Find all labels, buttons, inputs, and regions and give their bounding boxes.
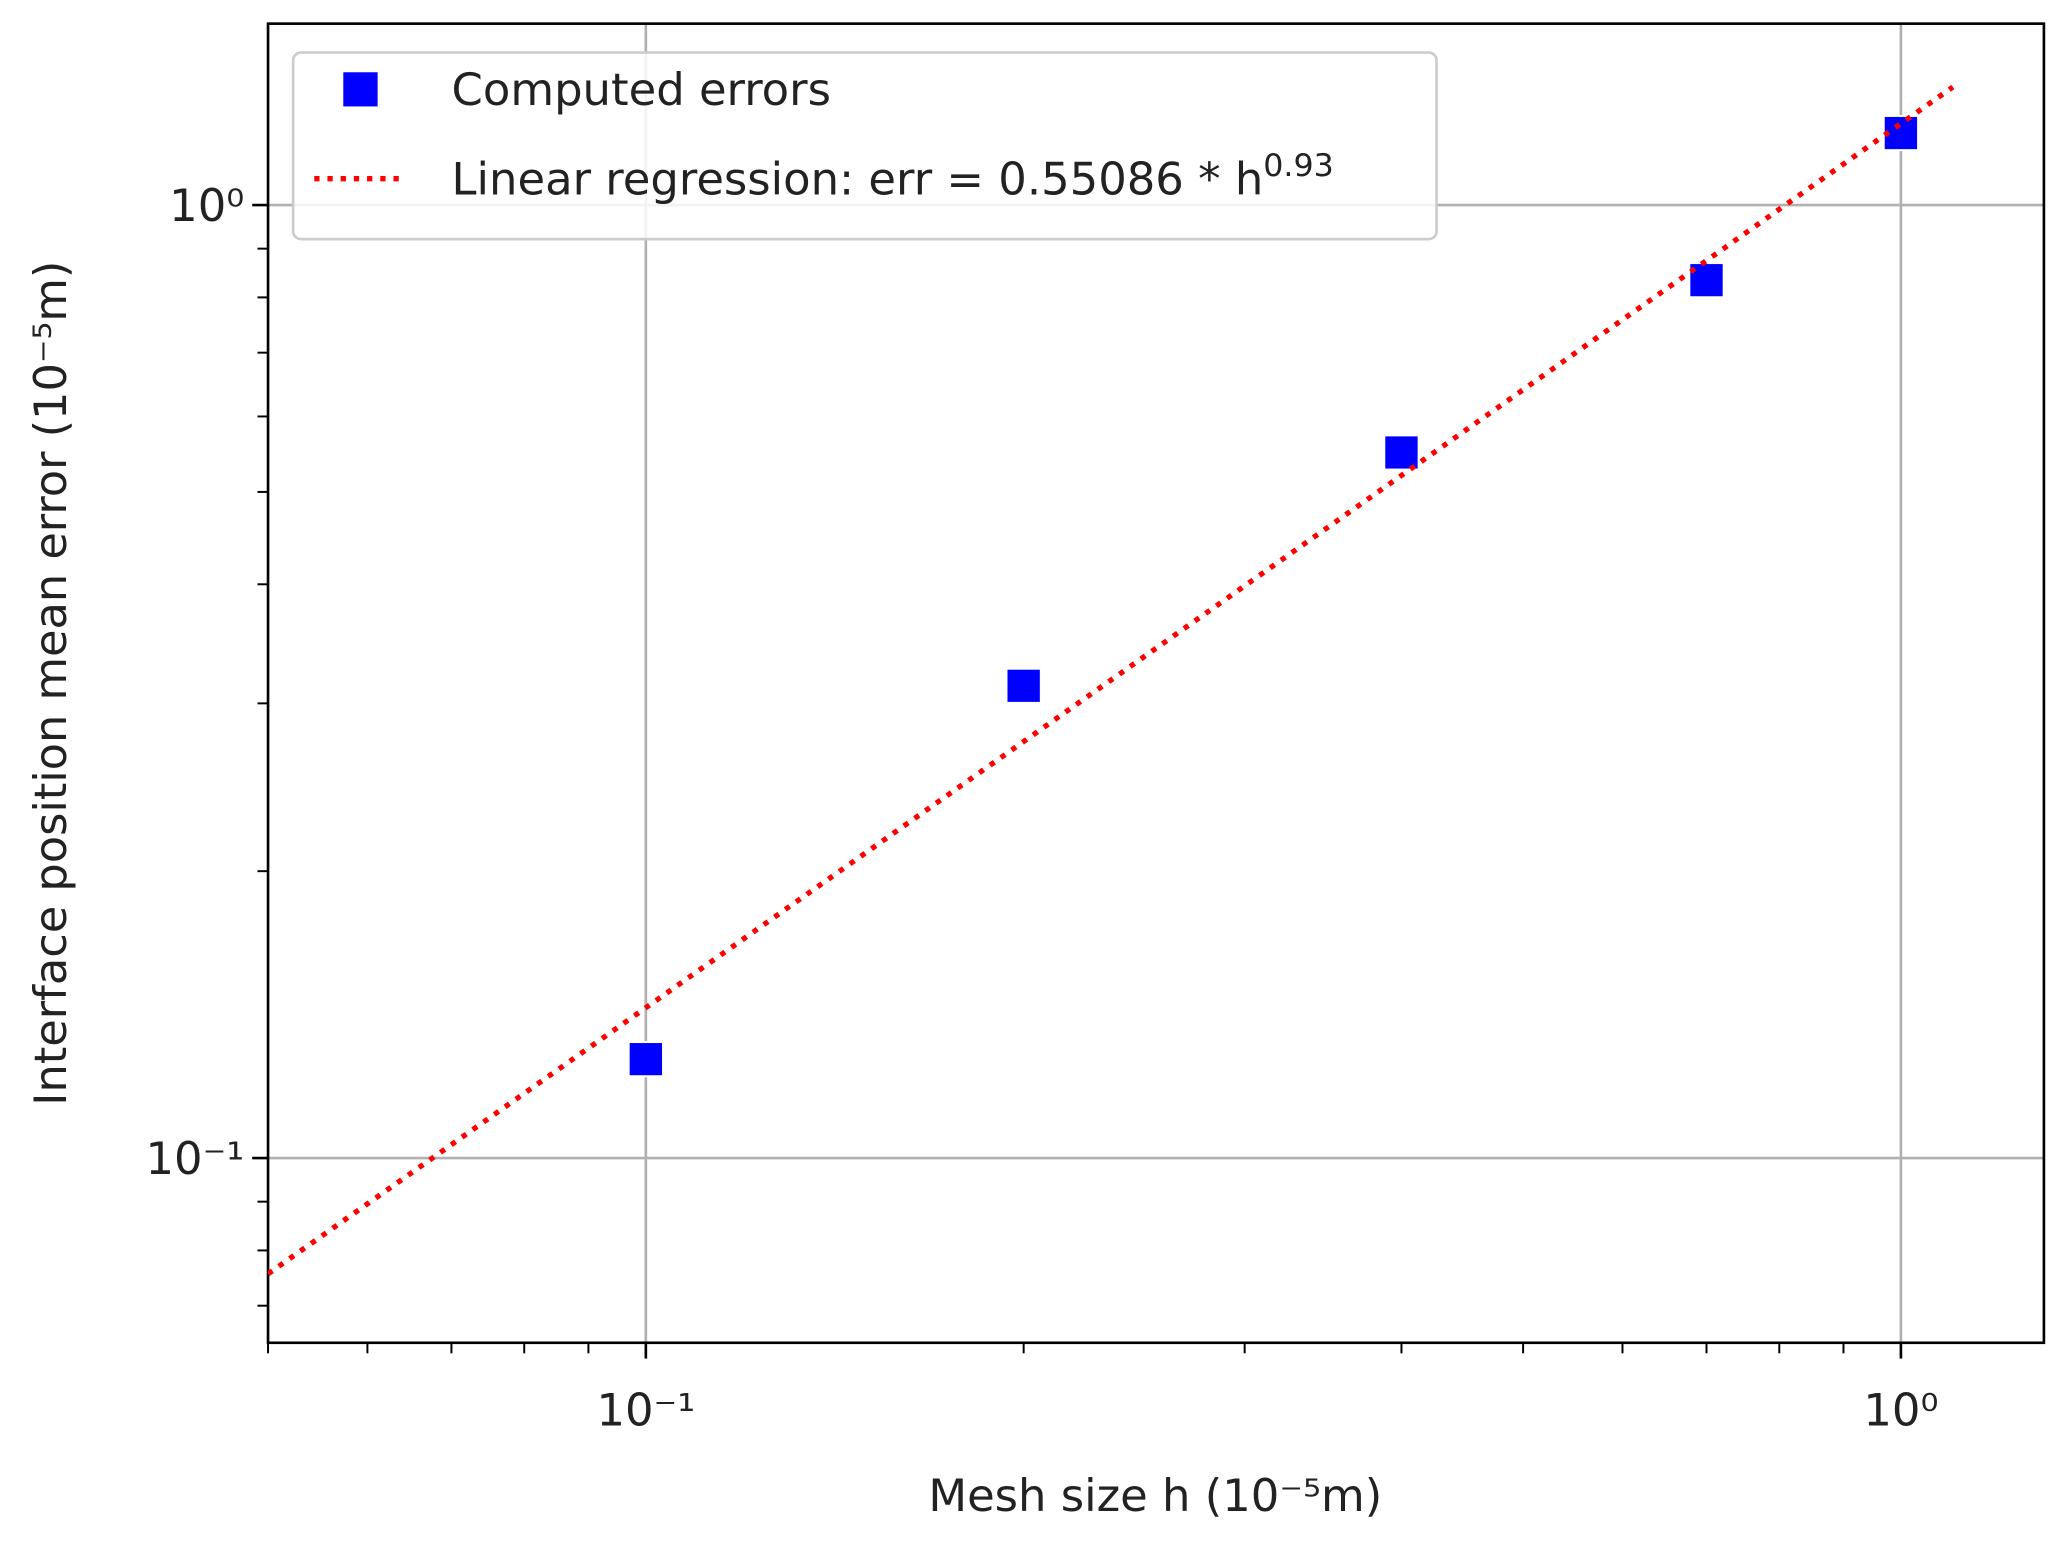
y-axis-label: Interface position mean error (10⁻⁵m) [24,261,77,1106]
x-tick-label: 10⁰ [1863,1384,1938,1437]
data-point [1383,434,1420,471]
y-tick-label: 10⁰ [169,179,244,232]
x-axis-label: Mesh size h (10⁻⁵m) [928,1469,1382,1522]
y-tick-label: 10⁻¹ [145,1132,244,1185]
regression-line [268,84,1955,1276]
x-tick-label: 10⁻¹ [596,1384,695,1437]
plot-area [268,23,2044,1343]
axes-frame [266,22,2046,1345]
legend-label: Linear regression: err = 0.55086 * h0.93 [452,148,1334,205]
data-point [1688,262,1725,299]
legend-label: Computed errors [452,63,831,116]
legend-swatch [343,72,378,107]
data-point [627,1041,664,1078]
legend-box [291,51,1438,241]
data-point [1005,667,1042,704]
